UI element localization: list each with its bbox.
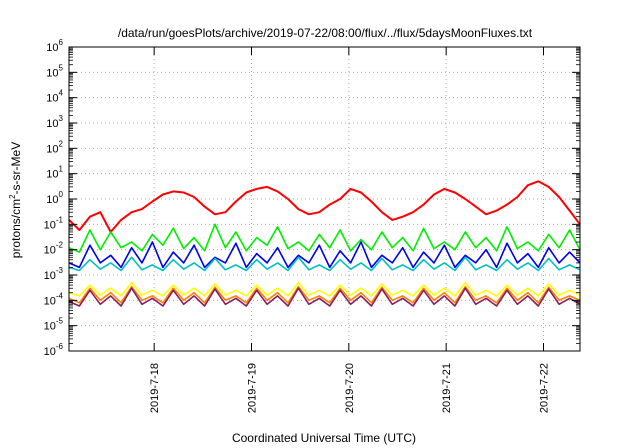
grid [69, 47, 580, 351]
y-tick-label: 10-2 [44, 241, 64, 257]
y-axis-label-suffix: -s-sr-MeV [9, 142, 23, 195]
series-line-2 [68, 223, 581, 253]
y-axis-label-sup: 2 [8, 194, 17, 199]
x-tick-label: 2019-7-19 [247, 363, 259, 413]
x-tick-label: 2019-7-22 [539, 363, 551, 413]
x-tick-label: 2019-7-20 [344, 363, 356, 413]
y-tick-label: 10-3 [44, 266, 64, 282]
series-line-3 [68, 241, 581, 269]
y-axis-label-prefix: protons/cm [9, 199, 23, 258]
x-axis: 2019-7-18 2019-7-19 2019-7-20 2019-7-21 2019… [149, 47, 551, 413]
y-tick-label: 102 [46, 139, 63, 155]
series-line-6 [68, 285, 581, 304]
y-tick-label: 103 [46, 114, 63, 130]
y-tick-label: 105 [46, 63, 63, 79]
x-tick-label: 2019-7-21 [441, 363, 453, 413]
y-axis: 10-6 10-5 10-4 10-3 10-2 10-1 100 101 102 103 104 1… [44, 38, 580, 358]
y-tick-label: 10-1 [44, 215, 64, 231]
series-line-5 [68, 281, 581, 297]
series-line-7 [68, 287, 581, 307]
y-axis-label: protons/cm2-s-sr-MeV [8, 142, 23, 258]
y-tick-label: 100 [46, 190, 63, 206]
y-tick-label: 106 [46, 38, 63, 54]
series-line-1 [68, 180, 581, 233]
chart-title: /data/run/goesPlots/archive/2019-07-22/0… [118, 26, 533, 40]
series-layer [68, 180, 581, 307]
y-tick-label: 10-4 [44, 291, 64, 307]
y-tick-label: 10-6 [44, 342, 64, 358]
series-line-4 [68, 256, 581, 272]
x-tick-label: 2019-7-18 [149, 363, 161, 413]
y-tick-label: 10-5 [44, 317, 64, 333]
x-axis-label: Coordinated Universal Time (UTC) [232, 431, 416, 445]
y-tick-label: 104 [46, 89, 63, 105]
y-tick-label: 101 [46, 165, 63, 181]
